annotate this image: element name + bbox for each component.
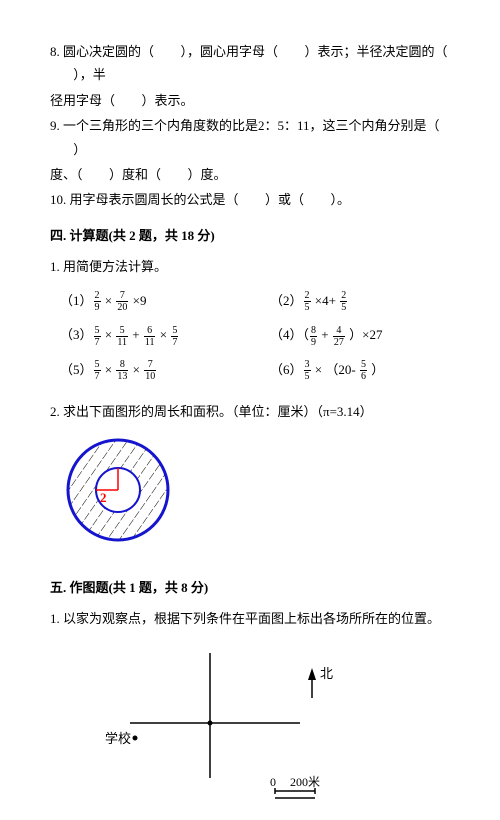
map-diagram: 北 学校 0 200米 (90, 643, 450, 820)
scale-start: 0 (270, 775, 276, 789)
origin-point (208, 720, 213, 725)
text: ）表示；半径决定圆的（ (305, 44, 448, 59)
text: ） (73, 142, 86, 157)
text: 径用字母（ (50, 93, 115, 108)
problem-3: （3）57 × 511 + 611 × 57 (60, 323, 240, 348)
problem-6: （6）35 × （20- 56 ） (270, 358, 450, 383)
section-4-sub2: 2. 求出下面图形的周长和面积。（单位：厘米）（π=3.14） (50, 400, 450, 423)
text: 度、（ (50, 167, 83, 182)
problems-grid: （1）29 × 720 ×9 （2）25 ×4+ 25 （3）57 × 511 + … (60, 289, 450, 383)
text: ）或（ (265, 192, 304, 207)
circle-svg: 2 (58, 435, 188, 550)
text: ），半 (73, 67, 106, 82)
text: ）度。 (188, 167, 227, 182)
section-4-title: 四. 计算题(共 2 题，共 18 分) (50, 224, 450, 247)
text: ）度和（ (109, 167, 161, 182)
question-10: 10. 用字母表示圆周长的公式是（ ）或（ ）。 (50, 188, 450, 211)
problem-2: （2）25 ×4+ 25 (270, 289, 450, 314)
text: ），圆心用字母（ (181, 44, 279, 59)
circle-diagram: 2 (58, 435, 450, 557)
section-5-sub1: 1. 以家为观察点，根据下列条件在平面图上标出各场所所在的位置。 (50, 607, 450, 630)
question-9-line1: 9. 一个三角形的三个内角度数的比是2：5：11，这三个内角分别是（ ） (50, 114, 450, 161)
problem-5: （5）57 × 813 × 710 (60, 358, 240, 383)
text: 9. 一个三角形的三个内角度数的比是2：5：11，这三个内角分别是（ (50, 118, 440, 133)
text: ）。 (331, 192, 351, 207)
text: ）表示。 (142, 93, 194, 108)
question-8-line2: 径用字母（ ）表示。 (50, 89, 450, 112)
school-point (133, 735, 138, 740)
school-label: 学校 (105, 731, 131, 746)
question-9-line2: 度、（ ）度和（ ）度。 (50, 163, 450, 186)
section-5-title: 五. 作图题(共 1 题，共 8 分) (50, 576, 450, 599)
scale-end: 200米 (290, 775, 320, 789)
question-8-line1: 8. 圆心决定圆的（ ），圆心用字母（ ）表示；半径决定圆的（ ），半 (50, 40, 450, 87)
north-label: 北 (320, 666, 333, 681)
text: 10. 用字母表示圆周长的公式是（ (50, 192, 239, 207)
text: 8. 圆心决定圆的（ (50, 44, 154, 59)
radius-label: 2 (100, 490, 107, 505)
problem-4: （4）（89 + 427 ）×27 (270, 323, 450, 348)
section-4-sub1: 1. 用简便方法计算。 (50, 255, 450, 278)
map-svg: 北 学校 0 200米 (90, 643, 370, 813)
problem-1: （1）29 × 720 ×9 (60, 289, 240, 314)
